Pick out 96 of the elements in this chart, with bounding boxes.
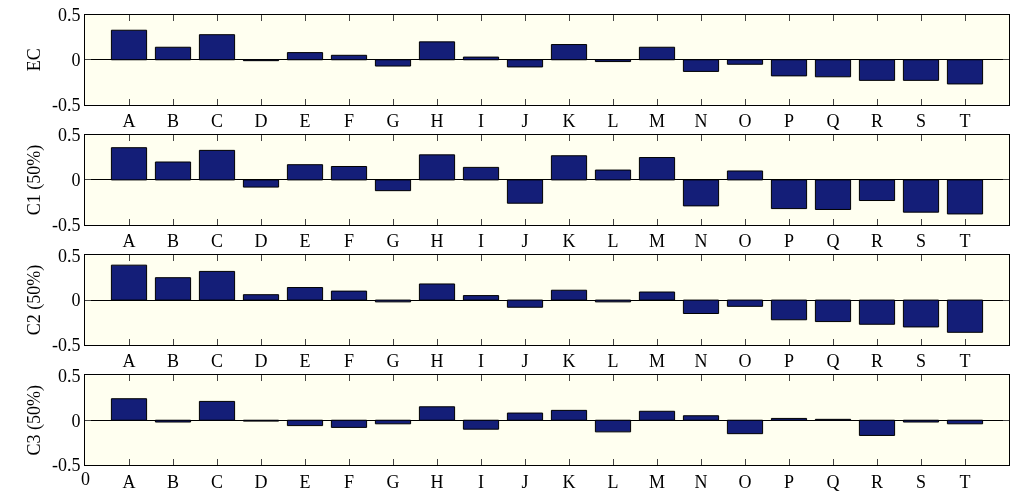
x-tick-label: Q [826, 231, 840, 252]
x-tick-label: C [210, 471, 224, 492]
x-tick-label: L [607, 351, 619, 372]
x-tick-label: I [478, 111, 484, 132]
x-tick-label: M [648, 351, 666, 372]
y-tick-label: 0.5 [57, 125, 81, 146]
y-tick-label: 0.5 [57, 5, 81, 26]
x-tick-label: B [166, 111, 180, 132]
x-tick-label: D [254, 231, 268, 252]
x-tick-label: O [738, 111, 752, 132]
x-tick-label: Q [826, 111, 840, 132]
x-tick-label: F [343, 111, 355, 132]
x-tick-label: H [430, 351, 444, 372]
x-tick-label: M [648, 111, 666, 132]
x-tick-label: S [915, 351, 927, 372]
y-tick-label: 0.5 [57, 245, 81, 266]
y-tick-label: 0 [71, 290, 81, 311]
x-tick-label: K [562, 231, 576, 252]
x-tick-label: N [694, 111, 708, 132]
x-tick-label: O [738, 471, 752, 492]
x-tick-label: I [478, 351, 484, 372]
x-tick-label: Q [826, 471, 840, 492]
x-tick-label: R [870, 351, 884, 372]
x-tick-label: O [738, 231, 752, 252]
x-tick-label: D [254, 351, 268, 372]
x-tick-label: M [648, 471, 666, 492]
x-tick-label: J [521, 231, 529, 252]
x-tick-label: S [915, 231, 927, 252]
x-tick-label: A [122, 111, 136, 132]
x-tick-label: J [521, 471, 529, 492]
x-tick-label: N [694, 471, 708, 492]
x-tick-label: K [562, 471, 576, 492]
y-axis-title: C3 (50%) [24, 384, 46, 456]
x-tick-label: S [915, 471, 927, 492]
x-tick-label: O [738, 351, 752, 372]
y-tick-label: 0.5 [57, 365, 81, 386]
x-tick-label: L [607, 111, 619, 132]
x-tick-label: P [783, 111, 795, 132]
x-tick-label: F [343, 471, 355, 492]
x-tick-label: C [210, 231, 224, 252]
x-tick-label: T [959, 471, 971, 492]
x-tick-label: S [915, 111, 927, 132]
x-tick-label: A [122, 351, 136, 372]
x-tick-label: B [166, 471, 180, 492]
y-tick-label: -0.5 [51, 455, 81, 476]
x-tick-label: I [478, 231, 484, 252]
y-axis-title: C2 (50%) [24, 264, 46, 336]
x-tick-label: T [959, 351, 971, 372]
x-tick-label: E [299, 351, 311, 372]
x-tick-label: R [870, 471, 884, 492]
x-tick-label: T [959, 231, 971, 252]
x-tick-label: G [386, 111, 400, 132]
x-tick-label: D [254, 471, 268, 492]
y-tick-label: 0 [71, 410, 81, 431]
x-tick-label: F [343, 351, 355, 372]
x-tick-label: P [783, 471, 795, 492]
x-tick-label: R [870, 111, 884, 132]
x-tick-label: J [521, 351, 529, 372]
x-tick-label: T [959, 111, 971, 132]
x-tick-label: Q [826, 351, 840, 372]
x-tick-label: G [386, 231, 400, 252]
x-tick-label: D [254, 111, 268, 132]
x-tick-label: A [122, 471, 136, 492]
x-tick-label: L [607, 231, 619, 252]
x-tick-label: K [562, 111, 576, 132]
x-tick-label: M [648, 231, 666, 252]
y-tick-label: -0.5 [51, 215, 81, 235]
x-tick-label: G [386, 471, 400, 492]
x-tick-label: E [299, 231, 311, 252]
y-axis-title: C1 (50%) [24, 144, 46, 216]
x-tick-label: P [783, 351, 795, 372]
x-tick-label: N [694, 351, 708, 372]
x-tick-label: H [430, 231, 444, 252]
x-tick-label: H [430, 111, 444, 132]
x-tick-label: E [299, 471, 311, 492]
y-tick-label: -0.5 [51, 335, 81, 356]
x-tick-label: A [122, 231, 136, 252]
x-tick-label: P [783, 231, 795, 252]
y-tick-label: 0 [71, 170, 81, 191]
y-axis-title: EC [24, 48, 45, 72]
x-tick-label: H [430, 471, 444, 492]
x-tick-label: L [607, 471, 619, 492]
x-tick-label: K [562, 351, 576, 372]
y-tick-label: 0 [71, 50, 81, 71]
x-tick-label: C [210, 351, 224, 372]
x-tick-label: J [521, 111, 529, 132]
x-tick-label: B [166, 351, 180, 372]
x-tick-label: F [343, 231, 355, 252]
x-tick-label: R [870, 231, 884, 252]
x-tick-label: B [166, 231, 180, 252]
x-tick-label: N [694, 231, 708, 252]
x-tick-label: I [478, 471, 484, 492]
x-tick-label: C [210, 111, 224, 132]
x-tick-label: E [299, 111, 311, 132]
x-tick-label: G [386, 351, 400, 372]
y-tick-label: -0.5 [51, 94, 81, 115]
